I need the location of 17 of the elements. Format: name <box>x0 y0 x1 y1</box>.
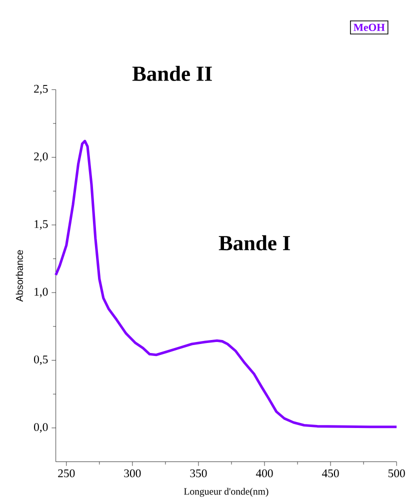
x-axis-title: Longueur d'onde(nm) <box>184 488 268 497</box>
y-tick-label: 1,0 <box>34 288 48 298</box>
text: MeOH <box>354 24 385 32</box>
y-tick-label: 0,5 <box>34 355 48 366</box>
annotation: Bande I <box>219 235 290 250</box>
x-tick-label: 450 <box>322 469 340 478</box>
y-tick-label: 1,5 <box>34 220 48 230</box>
x-tick-label: 400 <box>256 469 274 478</box>
y-tick-label: 0,0 <box>34 423 48 433</box>
y-tick-label: 2,0 <box>34 152 48 162</box>
y-axis-title: Absorbance <box>16 250 24 302</box>
text: Bande II <box>132 66 212 81</box>
x-tick-label: 300 <box>124 469 141 478</box>
x-tick-label: 500 <box>388 469 406 478</box>
y-tick-label: 2,5 <box>34 84 48 94</box>
x-tick-label: 350 <box>190 469 207 478</box>
x-tick-label: 250 <box>58 469 75 478</box>
